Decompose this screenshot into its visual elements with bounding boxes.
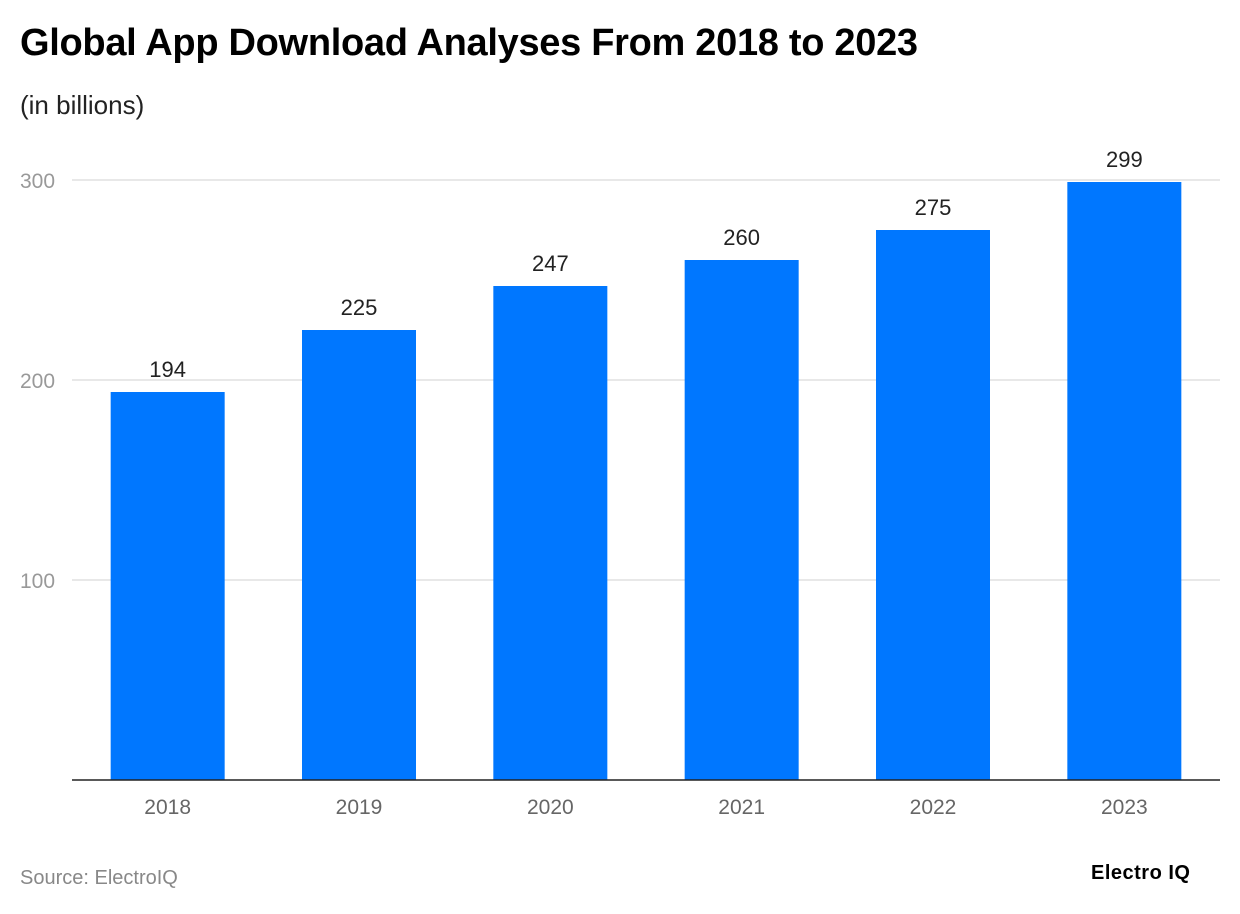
bar-2022 <box>876 230 990 780</box>
y-tick-label: 100 <box>20 570 55 593</box>
bar-2018 <box>110 392 225 780</box>
bar-2019 <box>302 330 416 780</box>
source-note: Source: ElectroIQ <box>20 867 178 889</box>
electroiq-logo: Electro IQ <box>1091 862 1191 884</box>
x-tick-label: 2022 <box>910 796 957 819</box>
data-label: 299 <box>1106 147 1143 172</box>
x-tick-label: 2021 <box>718 796 765 819</box>
bar-2020 <box>493 286 608 780</box>
bar-2021 <box>684 260 799 780</box>
data-label: 260 <box>723 225 760 250</box>
data-label: 194 <box>149 357 186 382</box>
x-tick-label: 2018 <box>144 796 191 819</box>
x-tick-label: 2020 <box>527 796 574 819</box>
chart-title: Global App Download Analyses From 2018 t… <box>20 22 918 64</box>
x-tick-label: 2019 <box>336 796 383 819</box>
data-label: 275 <box>915 195 952 220</box>
data-label: 247 <box>532 251 569 276</box>
data-label: 225 <box>341 295 378 320</box>
bar-2023 <box>1067 182 1182 780</box>
y-tick-label: 200 <box>20 370 55 393</box>
y-tick-label: 300 <box>20 170 55 193</box>
chart-subtitle: (in billions) <box>20 90 145 120</box>
x-tick-label: 2023 <box>1101 796 1148 819</box>
